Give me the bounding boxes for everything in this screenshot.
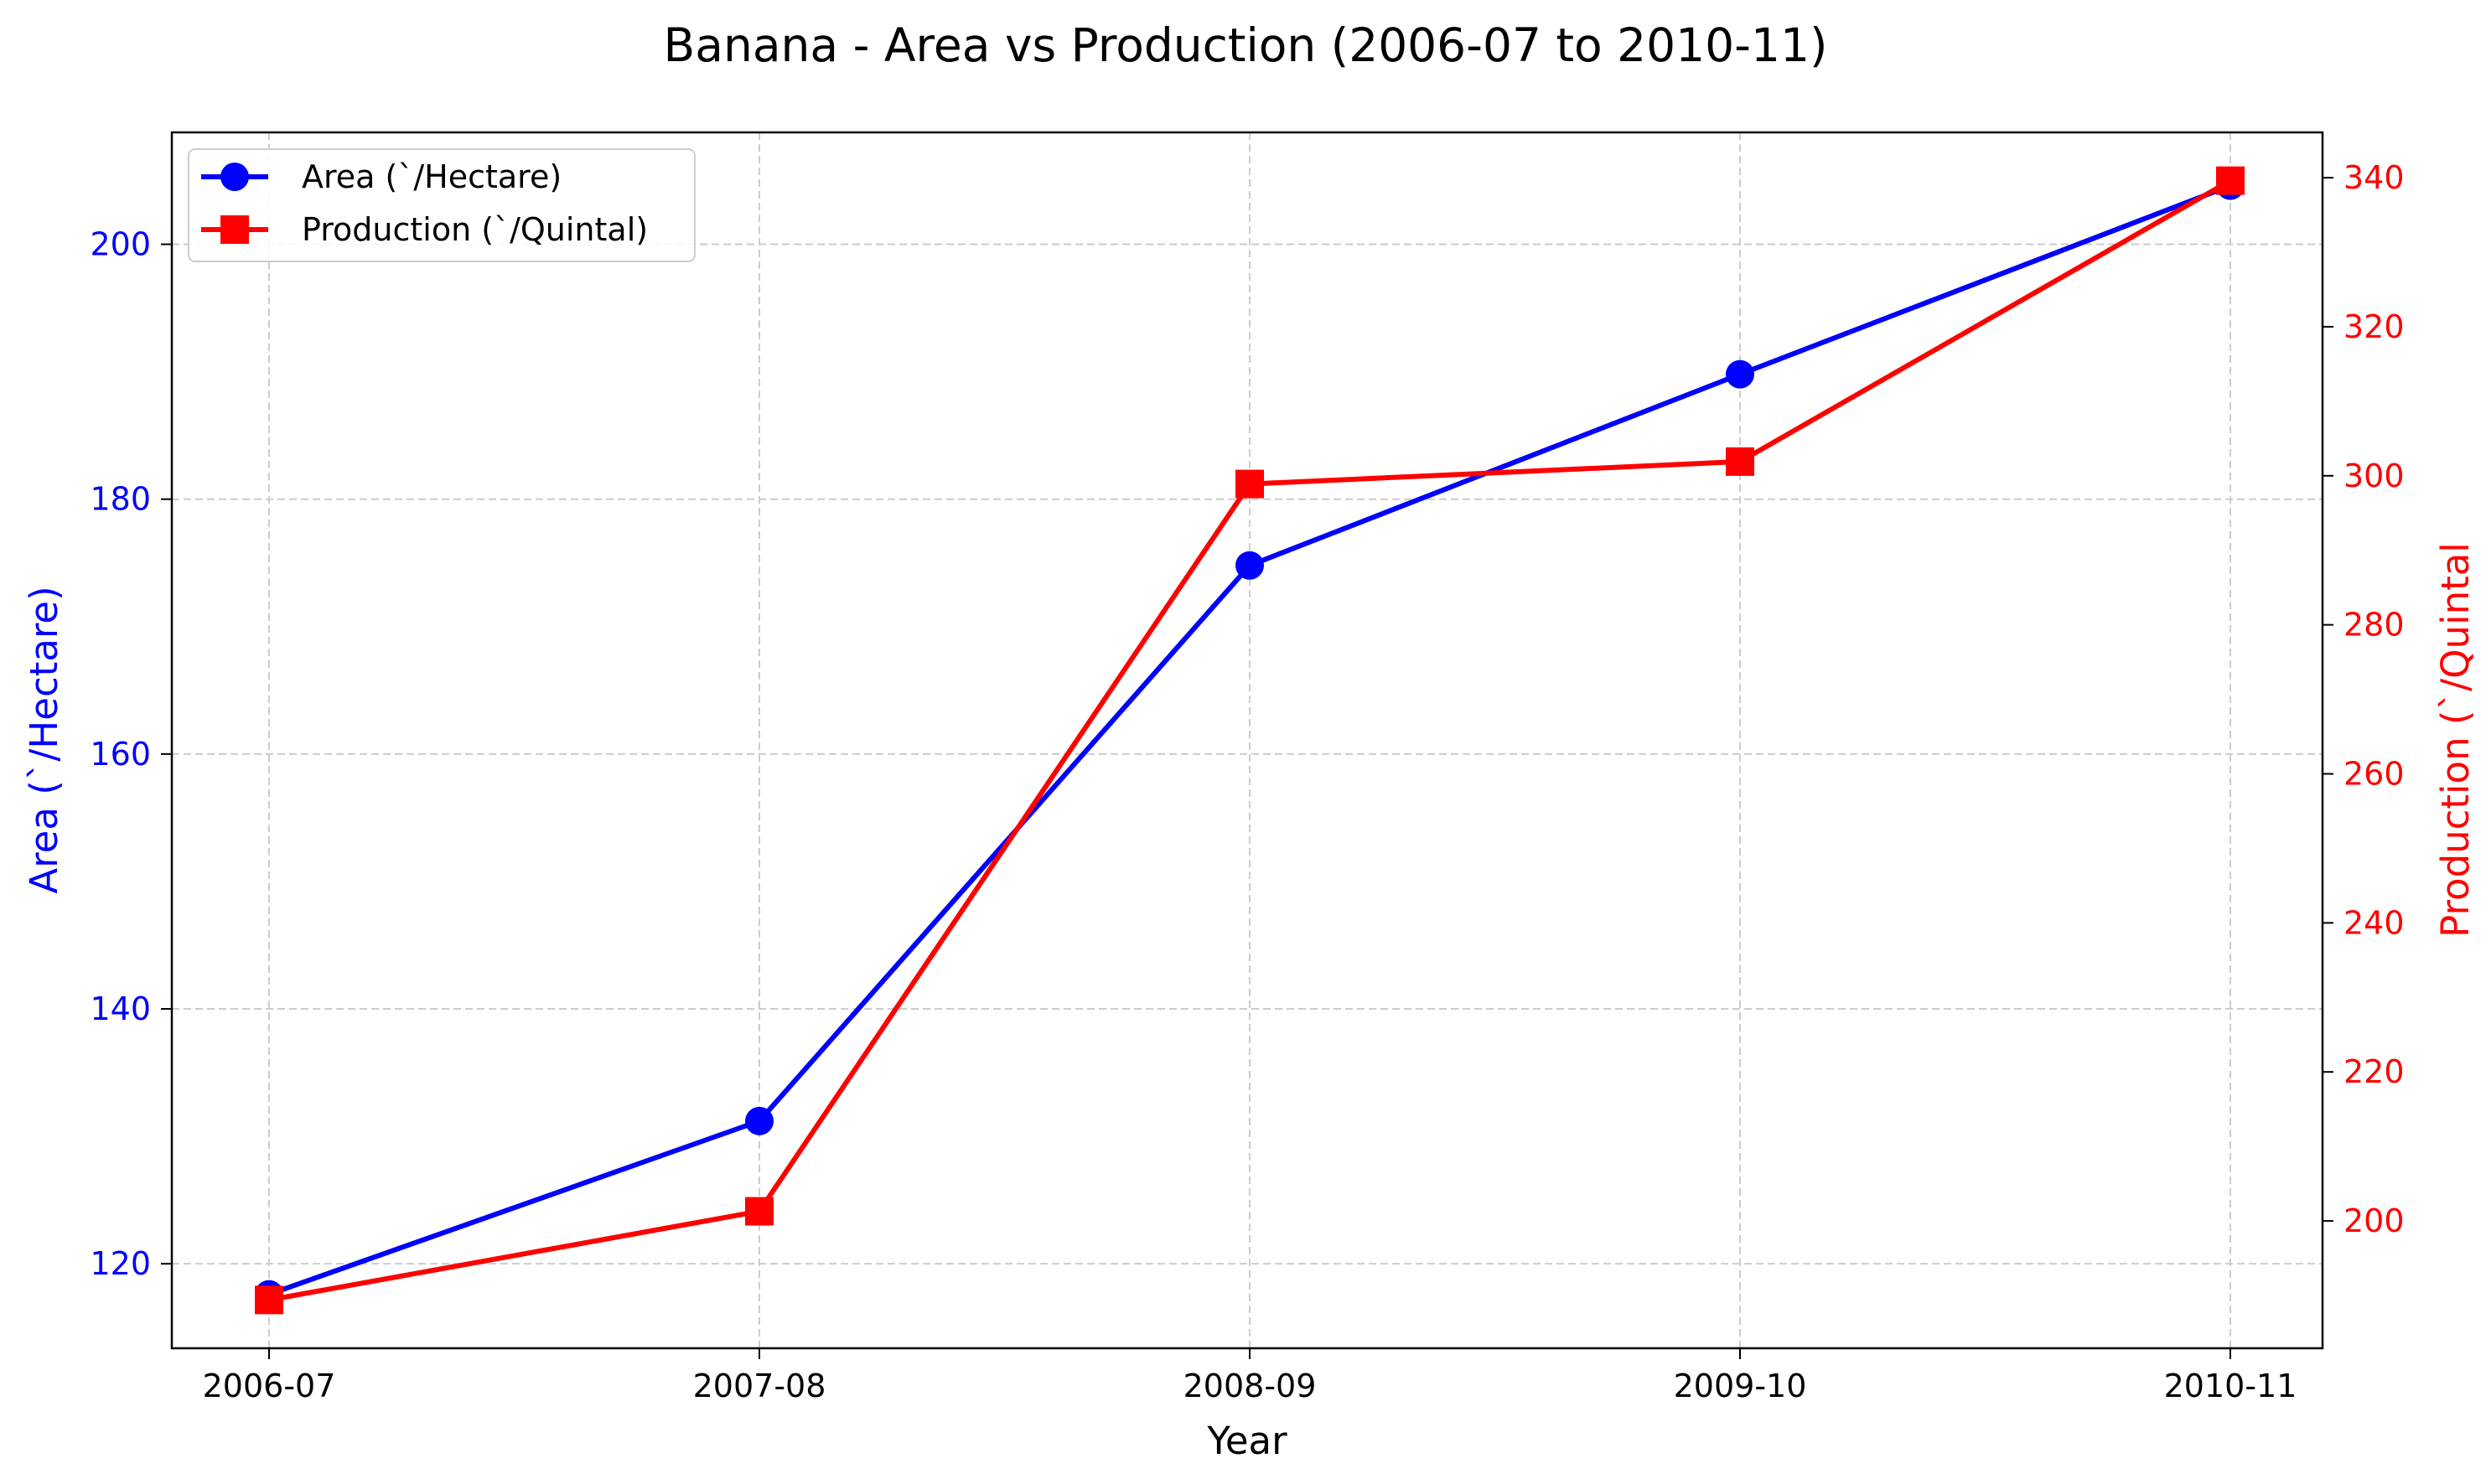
y-right-tick-label: 280 [2343, 607, 2405, 644]
y-axis-right: 200 220 240 260 280 300 320 340 [2323, 159, 2405, 1239]
x-tick-label: 2009-10 [1674, 1368, 1807, 1404]
data-point [1235, 551, 1264, 580]
y-axis-left: 120 140 160 180 200 [90, 226, 172, 1282]
data-point [255, 1285, 283, 1315]
legend-marker [220, 215, 249, 244]
series-layer [255, 166, 2245, 1315]
legend-label: Production (`/Quintal) [302, 211, 648, 248]
data-point [1235, 469, 1264, 499]
y-left-tick-label: 180 [90, 481, 151, 518]
y-left-tick-label: 200 [90, 226, 151, 263]
legend: Area (`/Hectare) Production (`/Quintal) [188, 148, 696, 262]
x-tick-label: 2010-11 [2164, 1368, 2297, 1404]
legend-marker [220, 163, 249, 191]
x-axis: 2006-07 2007-08 2008-09 2009-10 2010-11 [203, 1348, 2297, 1404]
y-right-tick-label: 200 [2343, 1202, 2405, 1239]
y-right-tick-label: 340 [2343, 159, 2405, 196]
x-tick-label: 2006-07 [203, 1368, 336, 1404]
y-right-tick-label: 320 [2343, 308, 2405, 345]
data-point [745, 1106, 774, 1135]
y-right-tick-label: 220 [2343, 1053, 2405, 1090]
chart-title: Banana - Area vs Production (2006-07 to … [664, 18, 1828, 72]
x-tick-label: 2008-09 [1183, 1368, 1317, 1404]
y-right-tick-label: 260 [2343, 756, 2405, 793]
x-tick-label: 2007-08 [693, 1368, 826, 1404]
data-point [745, 1197, 774, 1226]
data-point [1726, 447, 1754, 476]
legend-box [188, 148, 696, 262]
y-left-tick-label: 140 [90, 990, 151, 1027]
data-point [2216, 166, 2245, 195]
y-right-tick-label: 300 [2343, 458, 2405, 494]
y-right-tick-label: 240 [2343, 904, 2405, 941]
y-axis-left-label: Area (`/Hectare) [22, 586, 66, 893]
y-axis-right-label: Production (`/Quintal [2433, 542, 2478, 938]
y-left-tick-label: 120 [90, 1245, 151, 1282]
y-left-tick-label: 160 [90, 736, 151, 773]
x-axis-label: Year [1206, 1419, 1287, 1463]
plot-frame [170, 131, 2324, 1350]
data-point [1726, 359, 1754, 389]
legend-label: Area (`/Hectare) [302, 158, 562, 195]
